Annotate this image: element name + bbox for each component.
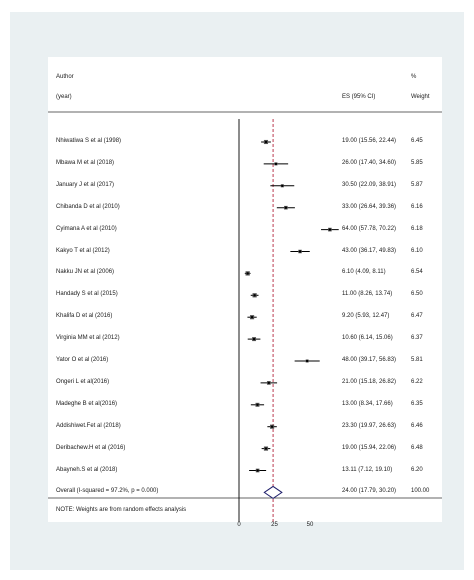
study-weight: 5.81: [411, 357, 423, 363]
study-label: Virginia MM et al (2012): [56, 335, 120, 342]
study-weight: 6.46: [411, 422, 423, 429]
study-weight: 6.45: [411, 138, 423, 144]
study-label: Kakyo T et al (2012): [56, 247, 110, 254]
x-tick-label: 0: [237, 522, 241, 528]
study-weight: 6.22: [411, 378, 423, 385]
study-label: January J et al (2017): [56, 181, 115, 188]
study-point: [270, 425, 274, 428]
study-label: Mbawa M et al (2018): [56, 159, 115, 166]
study-label: Nhiwatiwa S et al (1998): [56, 138, 122, 144]
study-es-ci: 13.00 (8.34, 17.66): [342, 400, 393, 407]
study-es-ci: 11.00 (8.26, 13.74): [342, 291, 393, 298]
study-weight: 6.47: [411, 313, 423, 320]
study-label: Deribachew.H et al (2016): [56, 444, 126, 451]
study-es-ci: 26.00 (17.40, 34.60): [342, 159, 397, 166]
study-label: Khalifa D et al (2016): [56, 313, 113, 320]
study-es-ci: 30.50 (22.09, 38.91): [342, 181, 397, 188]
study-point: [328, 228, 332, 231]
study-label: Chibanda D et al (2010): [56, 203, 120, 210]
study-label: Ongeri L et al(2016): [56, 378, 110, 385]
study-weight: 6.48: [411, 444, 423, 451]
study-es-ci: 21.00 (15.18, 26.82): [342, 378, 397, 385]
study-weight: 6.50: [411, 291, 423, 298]
study-es-ci: 6.10 (4.09, 8.11): [342, 269, 386, 276]
study-label: Addishiwet.Fet al (2018): [56, 422, 121, 429]
study-point: [281, 184, 284, 187]
overall-es-ci: 24.00 (17.79, 30.20): [342, 488, 397, 495]
study-es-ci: 48.00 (39.17, 56.83): [342, 357, 397, 363]
study-label: Nakku JN et al (2006): [56, 269, 115, 276]
footnote: NOTE: Weights are from random effects an…: [56, 507, 187, 513]
study-label: Madeghe B et al(2016): [56, 400, 118, 407]
study-point: [256, 403, 259, 406]
study-es-ci: 19.00 (15.94, 22.06): [342, 444, 397, 451]
study-label: Handady S et al (2015): [56, 291, 118, 298]
study-weight: 6.54: [411, 269, 423, 276]
study-weight: 6.37: [411, 335, 423, 342]
study-point: [256, 469, 259, 472]
overall-diamond: [263, 485, 283, 500]
study-point: [298, 250, 302, 253]
study-point: [284, 206, 288, 209]
study-es-ci: 43.00 (36.17, 49.83): [342, 247, 397, 254]
study-es-ci: 64.00 (57.78, 70.22): [342, 225, 397, 232]
study-es-ci: 13.11 (7.12, 19.10): [342, 466, 393, 473]
x-tick-label: 50: [306, 522, 314, 528]
study-point: [264, 447, 268, 450]
study-weight: 6.20: [411, 466, 423, 473]
study-point: [305, 359, 309, 363]
study-point: [250, 316, 254, 319]
study-label: Cyimana A et al (2010): [56, 225, 117, 232]
overall-label: Overall (I-squared = 97.2%, p = 0.000): [56, 488, 159, 495]
header-author: Author: [56, 74, 74, 80]
study-es-ci: 10.60 (6.14, 15.06): [342, 335, 393, 342]
study-es-ci: 23.30 (19.97, 26.63): [342, 422, 397, 429]
forest-plot-svg: [48, 111, 442, 522]
study-label: Abayneh.S et al (2018): [56, 466, 118, 473]
study-weight: 6.10: [411, 247, 423, 254]
header-weight: Weight: [411, 94, 430, 100]
header-es: ES (95% CI): [342, 94, 376, 100]
forest-plot-panel: Author (year) ES (95% CI) % Weight Nhiwa…: [48, 57, 442, 522]
study-weight: 6.16: [411, 203, 423, 210]
study-es-ci: 33.00 (26.64, 39.36): [342, 203, 397, 210]
study-weight: 5.85: [411, 159, 423, 166]
overall-weight: 100.00: [411, 488, 430, 495]
study-weight: 5.87: [411, 181, 423, 188]
figure-frame: Author (year) ES (95% CI) % Weight Nhiwa…: [10, 12, 464, 570]
study-es-ci: 9.20 (5.93, 12.47): [342, 313, 390, 320]
study-weight: 6.35: [411, 400, 423, 407]
study-es-ci: 19.00 (15.56, 22.44): [342, 138, 397, 144]
study-point: [252, 337, 256, 341]
study-label: Yator O et al (2016): [56, 357, 109, 363]
study-point: [274, 162, 278, 166]
header-pct: %: [411, 74, 417, 80]
study-point: [264, 140, 268, 144]
study-point: [267, 381, 271, 385]
header-year: (year): [56, 94, 72, 100]
x-tick-label: 25: [271, 522, 278, 528]
study-weight: 6.18: [411, 225, 423, 232]
study-point: [253, 294, 256, 297]
study-point: [246, 272, 249, 275]
